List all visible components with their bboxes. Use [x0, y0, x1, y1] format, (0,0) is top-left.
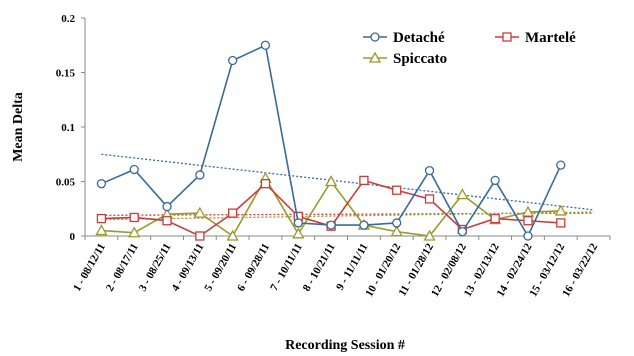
data-point	[490, 175, 500, 186]
data-point	[292, 227, 305, 239]
legend-label: Spiccato	[393, 51, 447, 67]
data-point	[162, 201, 172, 212]
data-point	[523, 216, 533, 226]
x-tick-label: 8 - 10/21/11	[301, 242, 338, 294]
data-point	[96, 179, 107, 189]
x-tick-label: 6 - 09/28/11	[235, 242, 272, 294]
x-tick-label: 4 - 09/13/11	[169, 242, 206, 294]
y-tick-label: 0.1	[61, 122, 75, 134]
y-tick-label: 0.15	[56, 68, 76, 80]
data-point	[193, 206, 206, 218]
data-point	[523, 231, 533, 241]
data-point	[390, 225, 403, 237]
data-point	[260, 40, 271, 50]
data-point	[162, 216, 172, 226]
series-circle	[96, 40, 566, 241]
legend-marker	[502, 32, 512, 42]
data-point	[195, 170, 205, 180]
x-tick-label: 1 - 08/12/11	[71, 242, 108, 294]
x-tick-labels: 1 - 08/12/112 - 08/17/113 - 08/25/114 - …	[71, 236, 611, 299]
y-axis-title: Mean Delta	[11, 92, 26, 162]
data-point	[359, 175, 369, 186]
legend-item: Martelé	[495, 30, 576, 46]
legend-marker	[370, 32, 380, 42]
legend-label: Detaché	[393, 30, 445, 46]
data-point	[554, 204, 567, 216]
x-axis-title: Recording Session #	[285, 338, 405, 353]
x-tick-label: 3 - 08/25/11	[137, 242, 174, 294]
data-point	[228, 208, 238, 218]
y-tick-label: 0	[70, 231, 76, 243]
series-layer	[95, 40, 567, 241]
data-point	[129, 164, 139, 175]
data-point	[423, 229, 436, 241]
data-point	[260, 179, 271, 189]
data-point	[226, 229, 239, 241]
x-tick-label: 7 - 10/11/11	[268, 242, 305, 294]
data-point	[324, 175, 338, 187]
data-point	[457, 226, 467, 237]
data-point	[326, 220, 336, 230]
x-tick-label: 16 - 03/22/12	[560, 241, 600, 299]
data-point	[293, 218, 303, 228]
legend-item: Spiccato	[363, 51, 447, 67]
trendline-circle	[101, 153, 594, 211]
data-point	[128, 226, 141, 238]
data-point	[556, 160, 566, 170]
legend-label: Martelé	[525, 30, 576, 46]
data-point	[521, 205, 535, 217]
y-tick-label: 0.05	[56, 177, 76, 189]
data-point	[195, 231, 205, 241]
data-point	[456, 188, 469, 200]
x-tick-label: 5 - 09/20/11	[202, 242, 239, 294]
data-point	[392, 218, 402, 228]
data-point	[359, 220, 369, 230]
data-point	[424, 165, 435, 176]
data-point	[392, 185, 402, 195]
data-point	[228, 55, 238, 66]
data-point	[96, 213, 107, 224]
legend-marker	[368, 51, 382, 63]
y-tick-label: 0.2	[61, 13, 75, 25]
data-point	[490, 213, 500, 224]
y-tick-labels: 0 0.05 0.1 0.15 0.2	[56, 13, 85, 243]
legend: Detaché Martelé Spiccato	[363, 30, 576, 67]
legend-item: Detaché	[363, 30, 445, 46]
data-point	[129, 212, 139, 223]
data-point	[424, 194, 435, 204]
data-point	[556, 218, 566, 228]
x-tick-label: 2 - 08/17/11	[104, 242, 141, 294]
x-tick-label: 9 - 11/11/11	[334, 242, 370, 293]
data-point	[95, 224, 108, 236]
trendlines	[101, 153, 594, 221]
